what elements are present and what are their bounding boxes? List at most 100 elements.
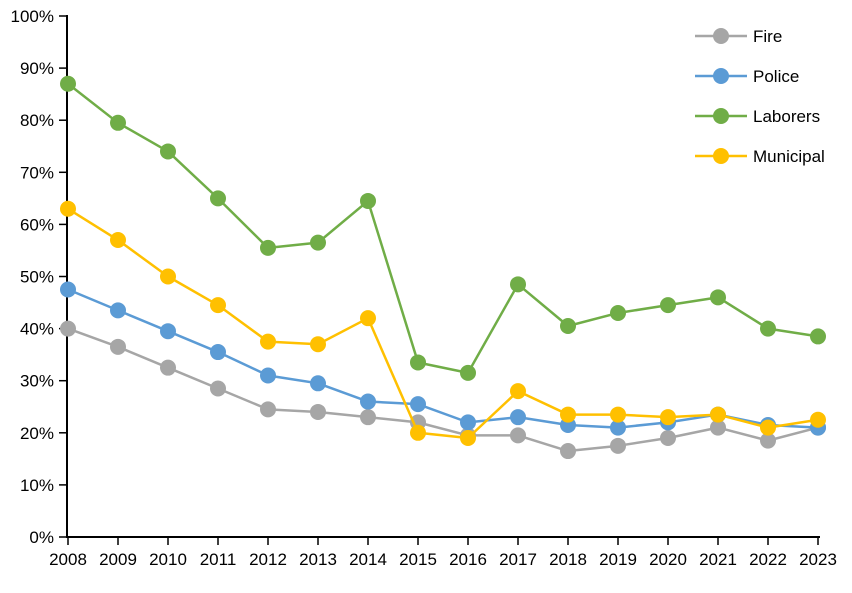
data-point-municipal-2011[interactable] — [210, 297, 226, 314]
data-point-laborers-2014[interactable] — [360, 192, 376, 209]
x-tick-label-2018: 2018 — [549, 550, 587, 569]
data-point-fire-2013[interactable] — [310, 403, 326, 420]
data-point-fire-2014[interactable] — [360, 409, 376, 426]
data-point-municipal-2017[interactable] — [510, 383, 526, 400]
legend-item-laborers[interactable]: Laborers — [695, 107, 820, 126]
data-point-laborers-2009[interactable] — [110, 114, 126, 131]
legend-item-fire[interactable]: Fire — [695, 27, 782, 46]
data-point-police-2013[interactable] — [310, 375, 326, 392]
data-point-laborers-2021[interactable] — [710, 289, 726, 306]
legend-label-municipal: Municipal — [753, 147, 825, 166]
data-point-laborers-2018[interactable] — [560, 317, 576, 334]
data-point-fire-2011[interactable] — [210, 380, 226, 397]
data-point-police-2016[interactable] — [460, 414, 476, 431]
legend-item-municipal[interactable]: Municipal — [695, 147, 825, 166]
x-tick-label-2010: 2010 — [149, 550, 187, 569]
data-point-fire-2019[interactable] — [610, 437, 626, 454]
data-point-municipal-2019[interactable] — [610, 406, 626, 423]
series-municipal — [60, 200, 826, 447]
legend-marker-police — [713, 68, 729, 84]
x-tick-label-2012: 2012 — [249, 550, 287, 569]
data-point-laborers-2022[interactable] — [760, 320, 776, 337]
legend-label-laborers: Laborers — [753, 107, 820, 126]
series-line-fire — [67, 327, 819, 453]
data-point-police-2012[interactable] — [260, 367, 276, 384]
data-point-laborers-2015[interactable] — [410, 354, 426, 371]
data-point-laborers-2011[interactable] — [210, 190, 226, 207]
data-point-police-2019[interactable] — [610, 419, 626, 436]
legend-label-police: Police — [753, 67, 799, 86]
data-point-police-2008[interactable] — [60, 281, 76, 298]
x-tick-label-2011: 2011 — [200, 550, 237, 569]
data-point-police-2017[interactable] — [510, 409, 526, 426]
data-point-laborers-2017[interactable] — [510, 276, 526, 293]
x-tick-label-2022: 2022 — [749, 550, 787, 569]
data-point-fire-2021[interactable] — [710, 419, 726, 436]
data-point-municipal-2013[interactable] — [310, 336, 326, 353]
y-tick-label-30: 30% — [20, 372, 54, 391]
x-tick-label-2014: 2014 — [349, 550, 387, 569]
data-point-municipal-2008[interactable] — [60, 200, 76, 217]
series-line-municipal — [67, 207, 819, 440]
data-point-municipal-2010[interactable] — [160, 268, 176, 285]
x-tick-label-2013: 2013 — [299, 550, 337, 569]
data-point-police-2015[interactable] — [410, 396, 426, 413]
x-tick-label-2017: 2017 — [499, 550, 537, 569]
data-point-fire-2008[interactable] — [60, 320, 76, 337]
y-tick-label-40: 40% — [20, 320, 54, 339]
legend-marker-municipal — [713, 148, 729, 164]
x-tick-label-2016: 2016 — [449, 550, 487, 569]
data-point-laborers-2008[interactable] — [60, 75, 76, 92]
data-point-fire-2020[interactable] — [660, 430, 676, 447]
data-point-police-2011[interactable] — [210, 344, 226, 361]
data-point-police-2009[interactable] — [110, 302, 126, 319]
legend-label-fire: Fire — [753, 27, 782, 46]
y-tick-label-20: 20% — [20, 424, 54, 443]
data-point-fire-2012[interactable] — [260, 401, 276, 418]
data-point-municipal-2015[interactable] — [410, 424, 426, 441]
data-point-laborers-2016[interactable] — [460, 364, 476, 381]
data-point-police-2014[interactable] — [360, 393, 376, 410]
data-point-laborers-2020[interactable] — [660, 297, 676, 314]
x-tick-label-2021: 2021 — [699, 550, 737, 569]
data-point-laborers-2010[interactable] — [160, 143, 176, 160]
data-point-fire-2022[interactable] — [760, 432, 776, 449]
y-tick-label-70: 70% — [20, 163, 54, 182]
legend-item-police[interactable]: Police — [695, 67, 799, 86]
data-point-municipal-2014[interactable] — [360, 310, 376, 327]
data-point-fire-2018[interactable] — [560, 443, 576, 460]
data-point-municipal-2009[interactable] — [110, 232, 126, 249]
data-point-fire-2009[interactable] — [110, 338, 126, 355]
data-point-municipal-2016[interactable] — [460, 430, 476, 447]
x-tick-label-2020: 2020 — [649, 550, 687, 569]
y-tick-label-60: 60% — [20, 215, 54, 234]
y-tick-label-100: 100% — [11, 7, 54, 26]
legend-marker-laborers — [713, 108, 729, 124]
y-tick-label-80: 80% — [20, 111, 54, 130]
data-point-laborers-2013[interactable] — [310, 234, 326, 251]
legend-marker-fire — [713, 28, 729, 44]
data-point-laborers-2019[interactable] — [610, 304, 626, 321]
x-tick-label-2015: 2015 — [399, 550, 437, 569]
x-tick-label-2019: 2019 — [599, 550, 637, 569]
x-tick-label-2009: 2009 — [99, 550, 137, 569]
data-point-fire-2010[interactable] — [160, 359, 176, 376]
data-point-municipal-2023[interactable] — [810, 411, 826, 428]
x-tick-label-2023: 2023 — [799, 550, 837, 569]
series-line-police — [67, 288, 819, 429]
data-point-police-2010[interactable] — [160, 323, 176, 340]
series-laborers — [60, 75, 826, 381]
data-point-municipal-2012[interactable] — [260, 333, 276, 350]
data-point-municipal-2018[interactable] — [560, 406, 576, 423]
data-point-municipal-2021[interactable] — [710, 406, 726, 423]
data-point-laborers-2023[interactable] — [810, 328, 826, 345]
data-point-municipal-2022[interactable] — [760, 419, 776, 436]
data-point-municipal-2020[interactable] — [660, 409, 676, 426]
series-line-laborers — [67, 82, 819, 375]
y-tick-label-0: 0% — [29, 528, 54, 547]
data-point-fire-2017[interactable] — [510, 427, 526, 444]
data-point-laborers-2012[interactable] — [260, 239, 276, 256]
y-tick-label-90: 90% — [20, 59, 54, 78]
